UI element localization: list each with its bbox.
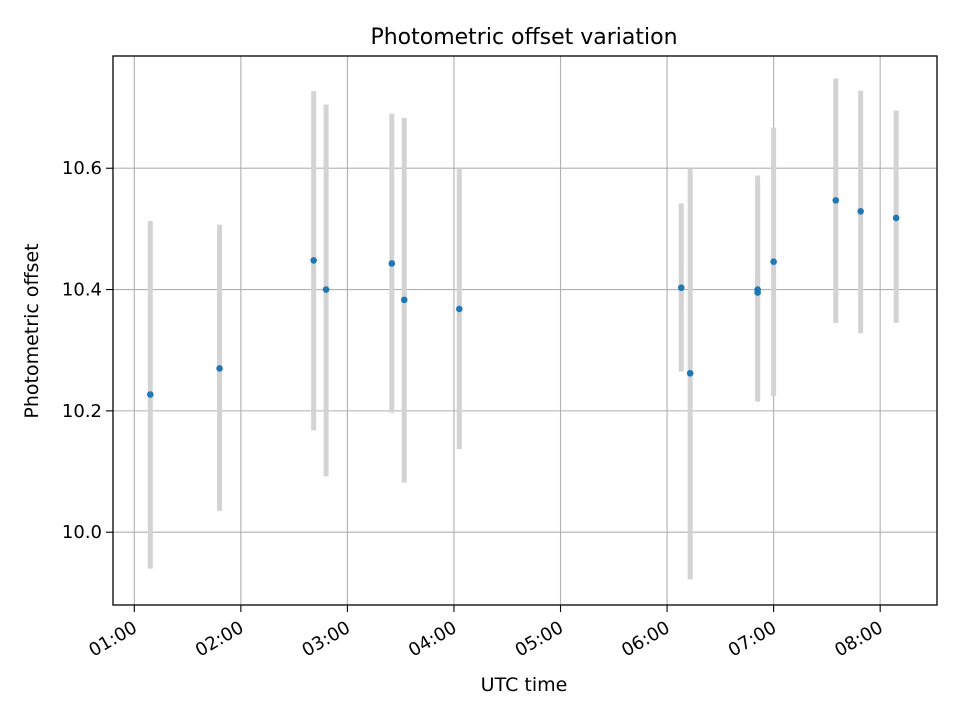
- y-tick-label: 10.4: [62, 280, 102, 301]
- y-axis-label: Photometric offset: [21, 243, 43, 418]
- data-point: [310, 257, 317, 264]
- chart-title: Photometric offset variation: [370, 25, 677, 50]
- data-point: [322, 286, 330, 293]
- data-point: [400, 296, 408, 304]
- y-tick-label: 10.6: [62, 158, 102, 179]
- data-point: [754, 289, 761, 296]
- data-point: [892, 214, 900, 222]
- data-point: [455, 305, 463, 313]
- data-point: [770, 258, 777, 265]
- data-point: [857, 207, 864, 215]
- data-point: [216, 365, 223, 372]
- grid: [113, 56, 937, 605]
- data-point: [832, 197, 840, 204]
- y-axis-ticks: 10.0 10.2 10.4 10.6: [62, 158, 113, 543]
- data-point: [686, 369, 694, 377]
- data-points: [146, 197, 900, 398]
- plot-frame: [112, 55, 938, 606]
- data-point: [146, 391, 154, 398]
- y-tick-label: 10.2: [62, 401, 102, 422]
- data-point: [677, 284, 685, 292]
- x-axis-label: UTC time: [481, 674, 568, 696]
- data-point: [388, 260, 396, 267]
- y-tick-label: 10.0: [62, 522, 102, 543]
